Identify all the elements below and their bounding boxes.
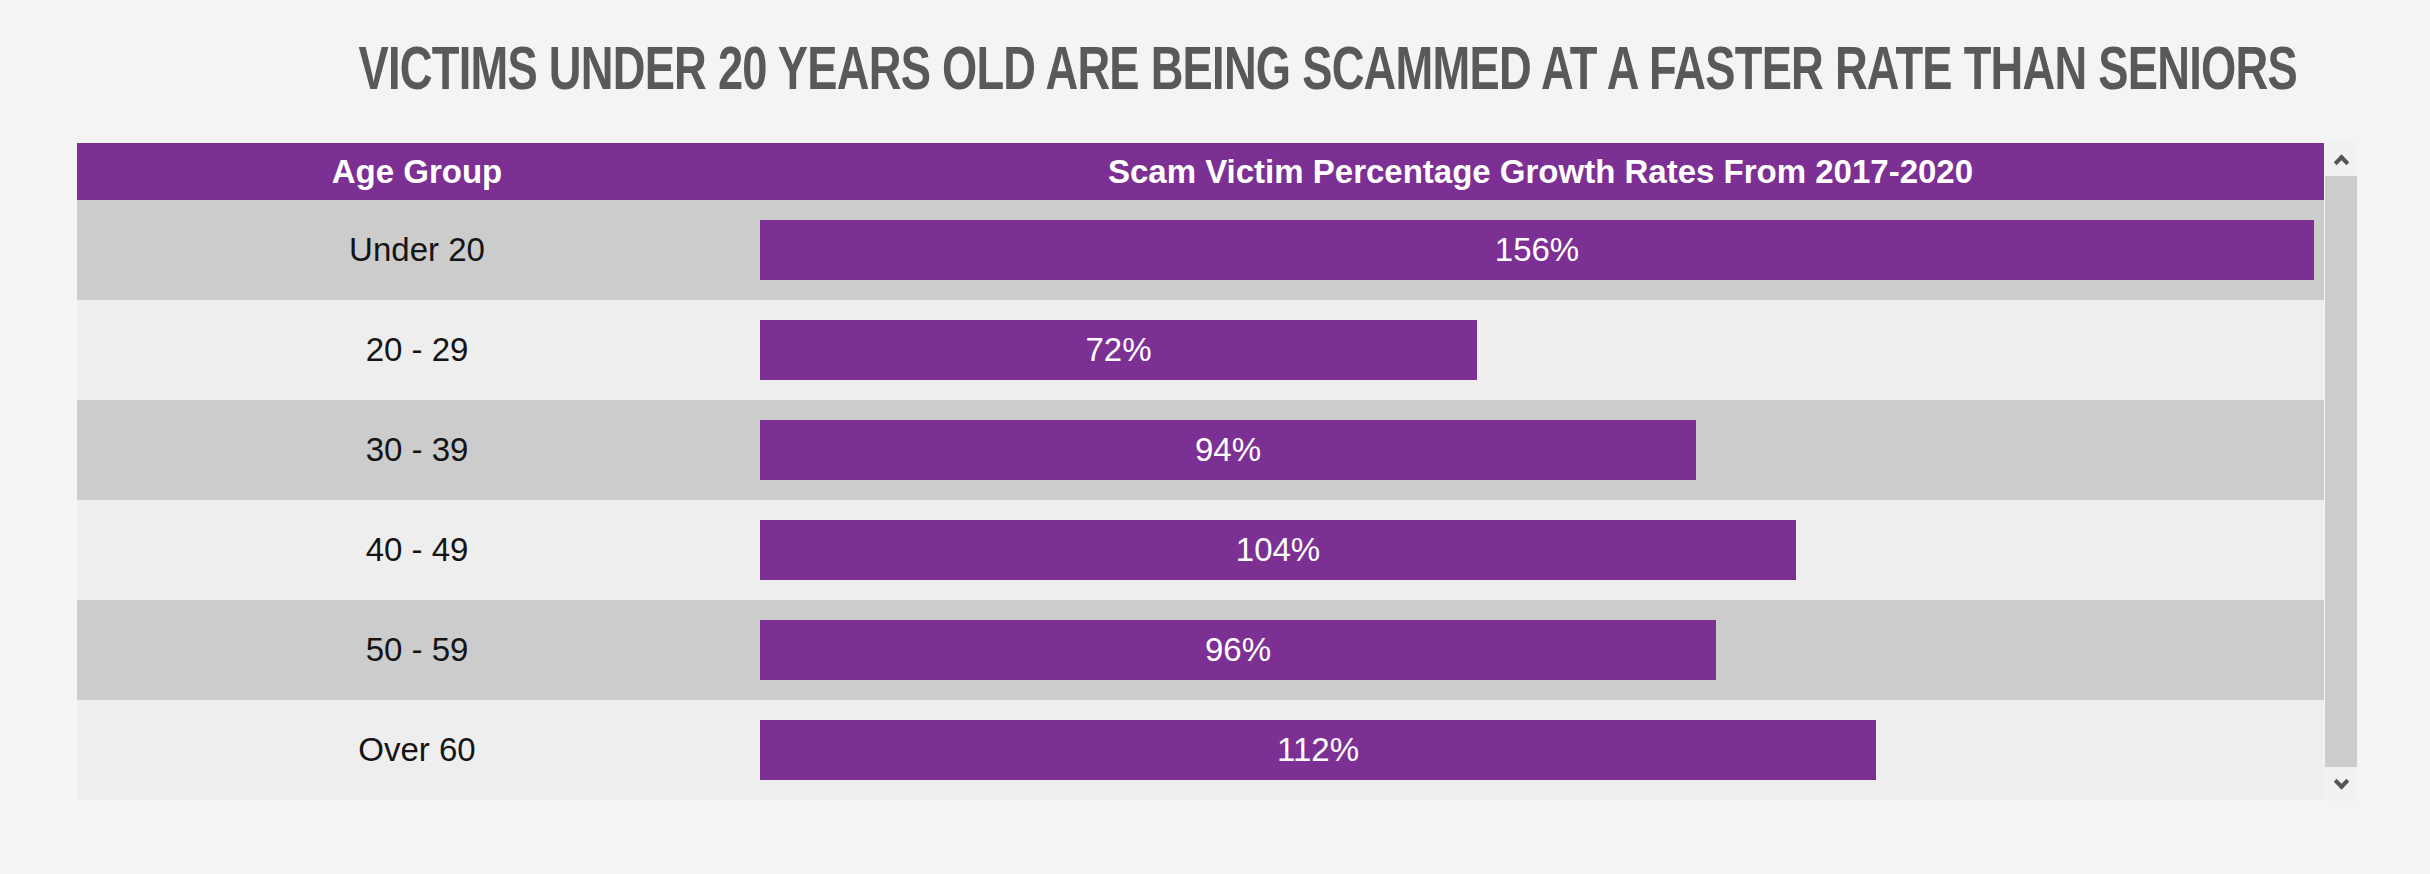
data-bar[interactable]: 96%	[760, 620, 1716, 680]
bar-cell: 72%	[757, 300, 2324, 400]
age-group-cell: 30 - 39	[77, 400, 757, 500]
chevron-up-icon	[2333, 154, 2349, 170]
data-bar[interactable]: 156%	[760, 220, 2314, 280]
scroll-up-button[interactable]	[2325, 142, 2357, 176]
data-bar[interactable]: 94%	[760, 420, 1696, 480]
page-title-text: VICTIMS UNDER 20 YEARS OLD ARE BEING SCA…	[358, 32, 2296, 103]
bar-cell: 96%	[757, 600, 2324, 700]
bar-cell: 156%	[757, 200, 2324, 300]
bar-cell: 112%	[757, 700, 2324, 800]
data-bar[interactable]: 112%	[760, 720, 1876, 780]
bar-value-label: 156%	[1495, 231, 1579, 269]
data-bar[interactable]: 72%	[760, 320, 1477, 380]
table-row: 30 - 39 94%	[77, 400, 2324, 500]
age-group-cell: 40 - 49	[77, 500, 757, 600]
table-row: Over 60 112%	[77, 700, 2324, 800]
table-row: 20 - 29 72%	[77, 300, 2324, 400]
bar-value-label: 96%	[1205, 631, 1271, 669]
bar-value-label: 94%	[1195, 431, 1261, 469]
scrollbar-thumb[interactable]	[2325, 176, 2357, 767]
table-row: 40 - 49 104%	[77, 500, 2324, 600]
column-header-growth-rates: Scam Victim Percentage Growth Rates From…	[757, 143, 2324, 200]
bar-value-label: 104%	[1236, 531, 1320, 569]
bar-value-label: 72%	[1085, 331, 1151, 369]
age-group-cell: Under 20	[77, 200, 757, 300]
table-header-row: Age Group Scam Victim Percentage Growth …	[77, 143, 2324, 200]
table-row: Under 20 156%	[77, 200, 2324, 300]
table-row: 50 - 59 96%	[77, 600, 2324, 700]
data-bar[interactable]: 104%	[760, 520, 1796, 580]
vertical-scrollbar[interactable]	[2325, 142, 2357, 801]
bar-value-label: 112%	[1277, 731, 1359, 769]
scroll-down-button[interactable]	[2325, 767, 2357, 801]
age-group-cell: Over 60	[77, 700, 757, 800]
chevron-down-icon	[2333, 773, 2349, 789]
bar-cell: 104%	[757, 500, 2324, 600]
age-group-cell: 20 - 29	[77, 300, 757, 400]
report-page: VICTIMS UNDER 20 YEARS OLD ARE BEING SCA…	[0, 0, 2430, 874]
page-title: VICTIMS UNDER 20 YEARS OLD ARE BEING SCA…	[0, 32, 2430, 103]
age-group-cell: 50 - 59	[77, 600, 757, 700]
bar-cell: 94%	[757, 400, 2324, 500]
data-table: Age Group Scam Victim Percentage Growth …	[77, 143, 2324, 800]
column-header-age-group: Age Group	[77, 143, 757, 200]
